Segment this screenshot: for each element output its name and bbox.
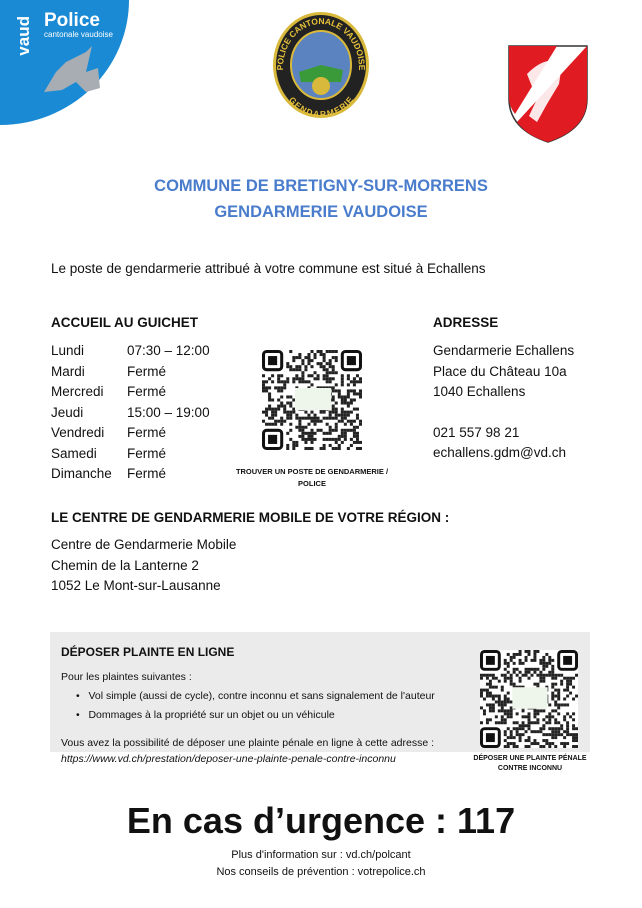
plainte-item-text: Dommages à la propriété sur un objet ou …: [88, 709, 335, 721]
emergency-number: En cas d’urgence : 117: [126, 800, 516, 841]
hours-value: Fermé: [127, 384, 167, 399]
adresse-heading: ADRESSE: [433, 315, 499, 330]
day-label: Mardi: [51, 363, 85, 379]
plainte-item-text: Vol simple (aussi de cycle), contre inco…: [88, 690, 435, 702]
adresse-line2: Place du Château 10a: [433, 364, 567, 379]
hours-row: Jeudi 15:00 – 19:00: [51, 405, 210, 420]
hours-value: Fermé: [127, 363, 167, 379]
guichet-heading: ACCUEIL AU GUICHET: [51, 315, 199, 330]
mobile-heading: LE CENTRE DE GENDARMERIE MOBILE DE VOTRE…: [51, 510, 450, 525]
email-link[interactable]: echallens.gdm@vd.ch: [433, 445, 567, 460]
coat-of-arms-icon: [508, 45, 588, 143]
page-title-commune: COMMUNE DE BRETIGNY-SUR-MORRENS: [154, 177, 488, 195]
footer-prevention: Nos conseils de prévention : votrepolice…: [216, 866, 426, 878]
hours-value: 07:30 – 12:00: [127, 343, 210, 358]
plainte-intro: Pour les plaintes suivantes :: [61, 671, 192, 683]
day-label: Dimanche: [51, 466, 112, 481]
vaud-map-icon: [44, 46, 100, 92]
hours-value: 15:00 – 19:00: [127, 404, 210, 420]
qr-caption-poste: TROUVER UN POSTE DE GENDARMERIE /: [235, 467, 389, 476]
hours-row: Mercredi Fermé: [51, 384, 166, 399]
day-label: Mercredi: [51, 384, 104, 399]
hours-row: Vendredi Fermé: [51, 425, 166, 440]
logo-sub: cantonale vaudoise: [44, 30, 113, 39]
qr-caption-poste-2: POLICE: [298, 479, 326, 488]
plainte-url-link[interactable]: https://www.vd.ch/prestation/deposer-une…: [61, 753, 396, 765]
hours-row: Samedi Fermé: [51, 446, 166, 461]
mobile-line1: Centre de Gendarmerie Mobile: [51, 537, 237, 552]
mobile-line3: 1052 Le Mont-sur-Lausanne: [51, 578, 221, 593]
intro-text: Le poste de gendarmerie attribué à votre…: [51, 261, 486, 276]
logo-canton: vaud: [14, 16, 33, 56]
plainte-text: Vous avez la possibilité de déposer une …: [61, 737, 435, 749]
qr-caption-plainte-2: CONTRE INCONNU: [497, 765, 563, 772]
adresse-line1: Gendarmerie Echallens: [433, 343, 575, 358]
phone-number[interactable]: 021 557 98 21: [433, 425, 520, 440]
hours-row: Lundi 07:30 – 12:00: [51, 343, 210, 358]
qr-code-plainte[interactable]: [479, 649, 579, 749]
footer-info: Plus d'information sur : vd.ch/polcant: [231, 849, 411, 861]
day-label: Samedi: [51, 445, 97, 461]
qr-code-poste[interactable]: [262, 350, 362, 450]
qr-caption-plainte: DÉPOSER UNE PLAINTE PÉNALE: [473, 755, 587, 762]
hours-value: Fermé: [127, 466, 167, 481]
plainte-heading: DÉPOSER PLAINTE EN LIGNE: [61, 645, 235, 659]
gendarmerie-emblem: POLICE CANTONALE VAUDOISE GENDARMERIE: [273, 12, 369, 119]
police-vaud-logo-background: [0, 0, 129, 125]
hours-value: Fermé: [127, 445, 167, 461]
hours-value: Fermé: [127, 425, 167, 440]
hours-row: Mardi Fermé: [51, 364, 166, 379]
plainte-item-1: • Vol simple (aussi de cycle), contre in…: [76, 690, 435, 702]
logo-brand: Police: [44, 10, 100, 31]
day-label: Jeudi: [51, 404, 84, 420]
adresse-line3: 1040 Echallens: [433, 384, 526, 399]
hours-row: Dimanche Fermé: [51, 466, 166, 481]
day-label: Vendredi: [51, 425, 105, 440]
plainte-item-2: • Dommages à la propriété sur un objet o…: [76, 709, 335, 721]
page-title-gendarmerie: GENDARMERIE VAUDOISE: [214, 203, 428, 221]
day-label: Lundi: [51, 343, 85, 358]
mobile-line2: Chemin de la Lanterne 2: [51, 558, 199, 573]
